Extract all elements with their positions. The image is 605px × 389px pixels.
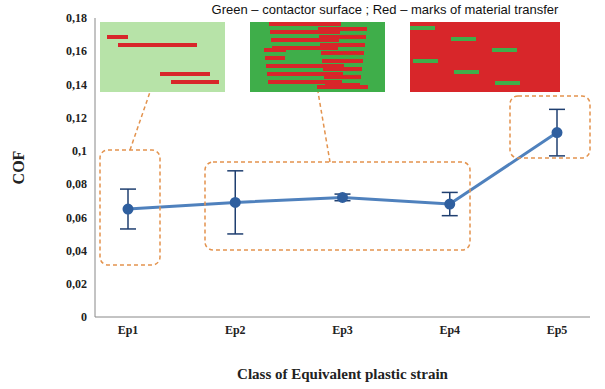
svg-text:0,18: 0,18 bbox=[66, 11, 87, 25]
svg-text:0,12: 0,12 bbox=[66, 111, 87, 125]
svg-text:Green – contactor surface ; Re: Green – contactor surface ; Red – marks … bbox=[212, 2, 559, 17]
svg-text:Class of Equivalent plastic st: Class of Equivalent plastic strain bbox=[237, 366, 449, 382]
svg-text:Ep5: Ep5 bbox=[547, 323, 568, 337]
svg-text:0,16: 0,16 bbox=[66, 44, 87, 58]
svg-text:Ep4: Ep4 bbox=[439, 323, 460, 337]
svg-text:0,14: 0,14 bbox=[66, 78, 87, 92]
svg-text:0,06: 0,06 bbox=[66, 211, 87, 225]
svg-text:COF: COF bbox=[10, 150, 27, 184]
svg-text:0,02: 0,02 bbox=[66, 277, 87, 291]
svg-text:0,1: 0,1 bbox=[72, 144, 87, 158]
svg-text:Ep2: Ep2 bbox=[225, 323, 246, 337]
svg-text:0,04: 0,04 bbox=[66, 244, 87, 258]
svg-text:0,08: 0,08 bbox=[66, 177, 87, 191]
svg-text:Ep1: Ep1 bbox=[118, 323, 139, 337]
svg-text:Ep3: Ep3 bbox=[332, 323, 353, 337]
svg-text:0: 0 bbox=[81, 310, 87, 324]
